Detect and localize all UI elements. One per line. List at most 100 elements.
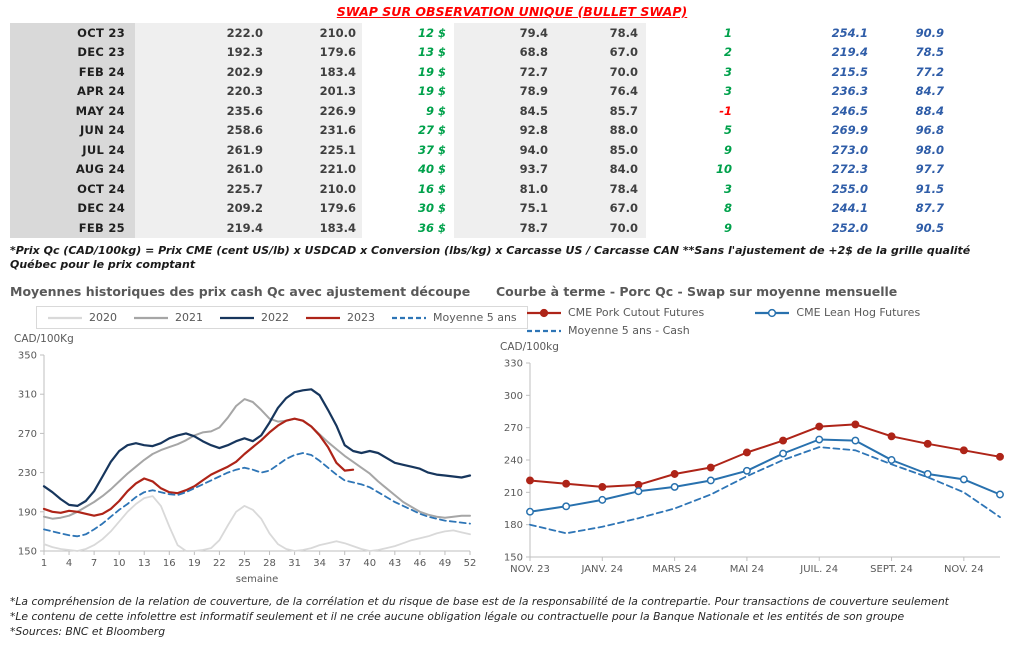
- hog-future-price: 87.7: [915, 201, 944, 216]
- svg-text:16: 16: [163, 558, 176, 569]
- svg-text:300: 300: [504, 391, 523, 402]
- us-premium: 1: [723, 25, 732, 40]
- svg-text:SEPT. 24: SEPT. 24: [870, 564, 913, 575]
- table-row: OCT 24 225.7 210.0 16 $ 81.0 78.4 3 255.0 91.5: [10, 179, 1014, 199]
- cutout-future-price: 269.9: [831, 123, 868, 138]
- legend-label: Moyenne 5 ans - Cash: [568, 324, 690, 338]
- row-month: OCT 23: [10, 23, 135, 43]
- us-premium: 9: [723, 142, 732, 157]
- table-row: DEC 24 209.2 179.6 30 $ 75.1 67.0 8 244.1 87.7: [10, 198, 1014, 218]
- swap-premium: 16 $: [417, 181, 446, 196]
- svg-text:semaine: semaine: [236, 574, 279, 585]
- us-swap-price: 93.7: [454, 159, 554, 179]
- us-premium: 2: [723, 45, 732, 60]
- legend-line-icon: [527, 308, 561, 317]
- svg-text:49: 49: [439, 558, 452, 569]
- us-cash-price: 88.0: [554, 120, 646, 140]
- qc-cash-price: 225.1: [267, 140, 362, 160]
- legend-item-moyenne-5-ans: Moyenne 5 ans: [391, 311, 517, 324]
- row-month: APR 24: [10, 81, 135, 101]
- row-month: JUL 24: [10, 140, 135, 160]
- svg-text:1: 1: [41, 558, 47, 569]
- swap-premium: 13 $: [417, 45, 446, 60]
- cutout-future-price: 272.3: [831, 162, 868, 177]
- svg-text:43: 43: [388, 558, 401, 569]
- hog-future-price: 78.5: [915, 45, 944, 60]
- legend-line-icon: [306, 316, 340, 319]
- table-row: FEB 25 219.4 183.4 36 $ 78.7 70.0 9 252.0 90.5: [10, 218, 1014, 238]
- svg-text:52: 52: [464, 558, 477, 569]
- swap-premium: 9 $: [425, 103, 446, 118]
- us-swap-price: 78.7: [454, 218, 554, 238]
- table-row: OCT 23 222.0 210.0 12 $ 79.4 78.4 1 254.1 90.9: [10, 23, 1014, 43]
- cutout-future-price: 273.0: [831, 142, 868, 157]
- svg-text:MARS 24: MARS 24: [652, 564, 697, 575]
- cutout-future-price: 215.5: [831, 64, 868, 79]
- us-swap-price: 81.0: [454, 179, 554, 199]
- footnote-sources: *Sources: BNC et Bloomberg: [10, 624, 166, 638]
- chart-canvas: 150 180 210 240 270 300 330 NOV. 23 JANV. 24 MARS…: [504, 359, 1004, 575]
- legend-item-2020: 2020: [47, 311, 117, 324]
- legend-item-cme-pork-cutout-futures: CME Pork Cutout Futures: [526, 306, 754, 319]
- us-cash-price: 84.0: [554, 159, 646, 179]
- qc-swap-price: 261.0: [135, 159, 267, 179]
- svg-text:4: 4: [66, 558, 72, 569]
- hog-future-price: 90.5: [915, 220, 944, 235]
- us-swap-price: 75.1: [454, 198, 554, 218]
- legend-line-icon: [392, 316, 426, 319]
- qc-cash-price: 183.4: [267, 62, 362, 82]
- row-month: OCT 24: [10, 179, 135, 199]
- legend-line-icon: [755, 308, 790, 317]
- us-swap-price: 94.0: [454, 140, 554, 160]
- legend-line-icon: [527, 329, 561, 332]
- forward-curve-section: Courbe à terme - Porc Qc - Swap sur moye…: [496, 284, 1012, 585]
- svg-text:37: 37: [338, 558, 351, 569]
- table-row: JUN 24 258.6 231.6 27 $ 92.8 88.0 5 269.9 96.8: [10, 120, 1014, 140]
- forward-y-axis-label: CAD/100kg: [500, 341, 559, 354]
- us-premium: 3: [723, 84, 732, 99]
- table-row: FEB 24 202.9 183.4 19 $ 72.7 70.0 3 215.5 77.2: [10, 62, 1014, 82]
- svg-text:NOV. 23: NOV. 23: [510, 564, 550, 575]
- svg-text:240: 240: [504, 456, 523, 467]
- svg-text:NOV. 24: NOV. 24: [944, 564, 984, 575]
- historical-chart-section: Moyennes historiques des prix cash Qc av…: [10, 284, 528, 585]
- legend-label: 2020: [89, 311, 117, 325]
- us-premium: 3: [723, 64, 732, 79]
- svg-text:180: 180: [504, 520, 523, 531]
- svg-text:13: 13: [138, 558, 151, 569]
- cutout-future-price: 252.0: [831, 220, 868, 235]
- qc-swap-price: 220.3: [135, 81, 267, 101]
- svg-text:19: 19: [188, 558, 201, 569]
- us-premium: -1: [719, 103, 732, 118]
- swap-table: OCT 23 222.0 210.0 12 $79.4 78.4 1 254.1 90.9 DE…: [10, 23, 1014, 238]
- swap-premium: 40 $: [417, 162, 446, 177]
- legend-line-icon: [220, 316, 254, 319]
- us-cash-price: 78.4: [554, 179, 646, 199]
- qc-cash-price: 210.0: [267, 23, 362, 43]
- us-cash-price: 67.0: [554, 198, 646, 218]
- qc-swap-price: 209.2: [135, 198, 267, 218]
- legend-line-icon: [134, 316, 168, 319]
- historical-chart-title: Moyennes historiques des prix cash Qc av…: [10, 284, 471, 300]
- row-month: DEC 24: [10, 198, 135, 218]
- footnotes: *La compréhension de la relation de couv…: [10, 595, 1014, 640]
- footnote-disclaimer: *Le contenu de cette infolettre est info…: [10, 609, 905, 623]
- charts-row: Moyennes historiques des prix cash Qc av…: [0, 284, 1024, 585]
- svg-text:28: 28: [263, 558, 276, 569]
- svg-text:270: 270: [18, 429, 37, 440]
- us-swap-price: 84.5: [454, 101, 554, 121]
- svg-text:230: 230: [18, 468, 37, 479]
- page-title: SWAP SUR OBSERVATION UNIQUE (BULLET SWAP…: [336, 4, 688, 19]
- svg-text:31: 31: [288, 558, 301, 569]
- us-swap-price: 92.8: [454, 120, 554, 140]
- swap-premium: 27 $: [417, 123, 446, 138]
- cutout-future-price: 254.1: [831, 25, 868, 40]
- qc-cash-price: 210.0: [267, 179, 362, 199]
- svg-text:22: 22: [213, 558, 226, 569]
- hog-future-price: 90.9: [915, 25, 944, 40]
- us-cash-price: 85.0: [554, 140, 646, 160]
- row-month: AUG 24: [10, 159, 135, 179]
- svg-text:JUIL. 24: JUIL. 24: [799, 564, 838, 575]
- forward-curve-legend: CME Pork Cutout Futures CME Lean Hog Futu…: [526, 306, 1012, 337]
- qc-cash-price: 201.3: [267, 81, 362, 101]
